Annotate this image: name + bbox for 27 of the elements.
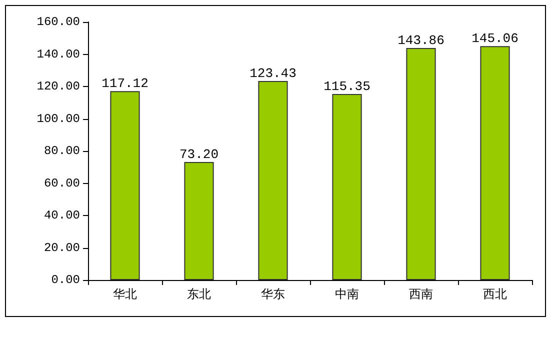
bar bbox=[406, 48, 436, 280]
x-tick-label: 中南 bbox=[335, 287, 359, 301]
x-tick-label: 华东 bbox=[261, 287, 285, 301]
data-label: 145.06 bbox=[472, 31, 518, 46]
bar bbox=[184, 162, 214, 280]
x-tick-label: 东北 bbox=[187, 287, 211, 301]
data-label: 117.12 bbox=[102, 76, 148, 92]
bar bbox=[332, 94, 362, 280]
bar bbox=[480, 46, 510, 280]
y-tick-label: 80.00 bbox=[44, 144, 80, 158]
y-tick-label: 60.00 bbox=[44, 176, 80, 190]
x-tick-label: 西北 bbox=[483, 287, 507, 301]
data-label: 73.20 bbox=[179, 146, 219, 162]
y-tick-label: 160.00 bbox=[36, 15, 80, 29]
data-label: 115.35 bbox=[324, 79, 370, 94]
x-tick-label: 西南 bbox=[409, 287, 433, 301]
y-tick-label: 0.00 bbox=[51, 273, 80, 287]
y-tick-label: 100.00 bbox=[36, 112, 80, 126]
x-tick-label: 华北 bbox=[113, 287, 137, 301]
data-label: 123.43 bbox=[250, 66, 296, 81]
data-label: 143.86 bbox=[398, 33, 444, 48]
y-tick-label: 20.00 bbox=[44, 240, 80, 255]
bar bbox=[258, 80, 288, 280]
bar bbox=[110, 91, 140, 280]
y-tick-label: 40.00 bbox=[44, 208, 80, 222]
y-tick-label: 120.00 bbox=[36, 80, 80, 94]
y-tick-label: 140.00 bbox=[36, 47, 80, 62]
